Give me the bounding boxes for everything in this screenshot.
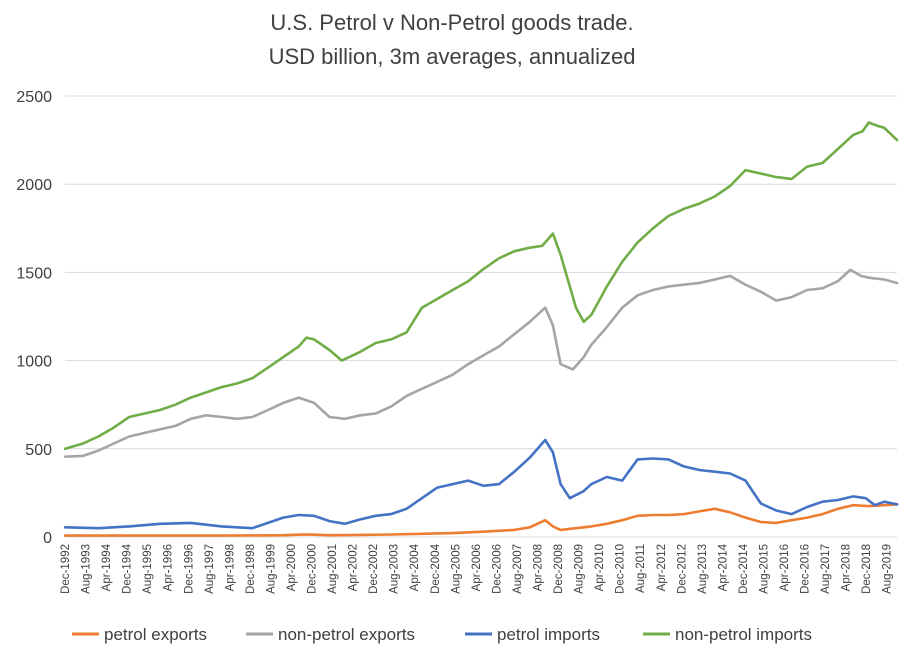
x-tick-label: Aug-2019 bbox=[882, 544, 894, 594]
x-tick-label: Dec-2012 bbox=[676, 544, 688, 594]
x-tick-label: Aug-1997 bbox=[204, 544, 216, 594]
legend-label: petrol exports bbox=[104, 625, 207, 644]
legend-item-non-petrol-exports[interactable]: non-petrol exports bbox=[246, 625, 415, 644]
x-tick-label: Apr-2014 bbox=[717, 543, 729, 591]
x-tick-label: Dec-1998 bbox=[245, 544, 257, 594]
x-tick-label: Aug-2017 bbox=[820, 544, 832, 594]
x-tick-label: Apr-2002 bbox=[348, 544, 360, 591]
y-tick-label-1000: 1000 bbox=[16, 354, 52, 371]
x-axis-tick-labels: Dec-1992 Aug-1993 Apr-1994 Dec-1994 Aug-1995… bbox=[60, 543, 894, 593]
x-tick-label: Dec-2008 bbox=[553, 544, 565, 594]
x-tick-label: Dec-1992 bbox=[60, 544, 72, 594]
x-tick-label: Dec-2010 bbox=[615, 544, 627, 594]
x-tick-label: Dec-1994 bbox=[122, 543, 134, 593]
x-tick-label: Apr-1996 bbox=[163, 544, 175, 591]
gridlines bbox=[65, 95, 897, 538]
x-tick-label: Aug-2013 bbox=[697, 544, 709, 594]
y-tick-label-2500: 2500 bbox=[16, 89, 52, 106]
x-tick-label: Aug-2015 bbox=[758, 544, 770, 594]
x-tick-label: Dec-2014 bbox=[738, 543, 750, 593]
x-tick-label: Apr-2006 bbox=[471, 544, 483, 591]
x-tick-label: Apr-2016 bbox=[779, 544, 791, 591]
legend-item-petrol-exports[interactable]: petrol exports bbox=[72, 625, 207, 644]
x-tick-label: Aug-2005 bbox=[450, 544, 462, 594]
series-line-non-petrol-imports bbox=[63, 121, 899, 451]
x-tick-label: Apr-2008 bbox=[532, 544, 544, 591]
x-tick-label: Aug-2011 bbox=[635, 544, 647, 593]
x-tick-label: Apr-2012 bbox=[656, 544, 668, 591]
y-tick-label-1500: 1500 bbox=[16, 265, 52, 282]
x-tick-label: Apr-2000 bbox=[286, 544, 298, 591]
series-line-petrol-imports bbox=[63, 438, 899, 530]
x-tick-label: Apr-2018 bbox=[841, 544, 853, 591]
y-tick-label-500: 500 bbox=[25, 442, 52, 459]
x-tick-label: Apr-1998 bbox=[224, 544, 236, 591]
x-tick-label: Dec-2000 bbox=[307, 544, 319, 594]
legend-label: non-petrol exports bbox=[278, 625, 415, 644]
x-tick-label: Dec-2016 bbox=[800, 544, 812, 594]
legend-item-non-petrol-imports[interactable]: non-petrol imports bbox=[643, 625, 812, 644]
chart-title-line-2: USD billion, 3m averages, annualized bbox=[269, 44, 636, 69]
x-tick-label: Aug-2007 bbox=[512, 544, 524, 594]
x-tick-label: Dec-2006 bbox=[491, 544, 503, 594]
legend-label: non-petrol imports bbox=[675, 625, 812, 644]
legend[interactable]: petrol exports non-petrol exports petrol i… bbox=[72, 625, 812, 644]
x-tick-label: Aug-2003 bbox=[389, 544, 401, 594]
x-tick-label: Apr-2010 bbox=[594, 544, 606, 591]
x-tick-label: Dec-1996 bbox=[183, 544, 195, 594]
legend-label: petrol imports bbox=[497, 625, 600, 644]
x-tick-label: Aug-2001 bbox=[327, 544, 339, 594]
y-tick-label-0: 0 bbox=[43, 530, 52, 547]
x-tick-label: Aug-1995 bbox=[142, 544, 154, 594]
x-tick-label: Dec-2018 bbox=[861, 544, 873, 594]
series-line-non-petrol-exports bbox=[63, 268, 899, 459]
x-tick-label: Aug-1999 bbox=[265, 544, 277, 594]
x-tick-label: Aug-2009 bbox=[574, 544, 586, 594]
x-tick-label: Aug-1993 bbox=[81, 544, 93, 594]
chart-title-line-1: U.S. Petrol v Non-Petrol goods trade. bbox=[270, 10, 633, 35]
y-axis-tick-labels: 0 500 1000 1500 2000 2500 bbox=[16, 89, 52, 547]
x-tick-label: Dec-2004 bbox=[430, 543, 442, 593]
series-line-petrol-exports bbox=[63, 503, 899, 537]
x-tick-label: Apr-1994 bbox=[101, 543, 113, 591]
series-lines bbox=[63, 121, 899, 537]
x-tick-label: Apr-2004 bbox=[409, 543, 421, 591]
y-tick-label-2000: 2000 bbox=[16, 177, 52, 194]
x-tick-label: Dec-2002 bbox=[368, 544, 380, 594]
legend-item-petrol-imports[interactable]: petrol imports bbox=[465, 625, 600, 644]
